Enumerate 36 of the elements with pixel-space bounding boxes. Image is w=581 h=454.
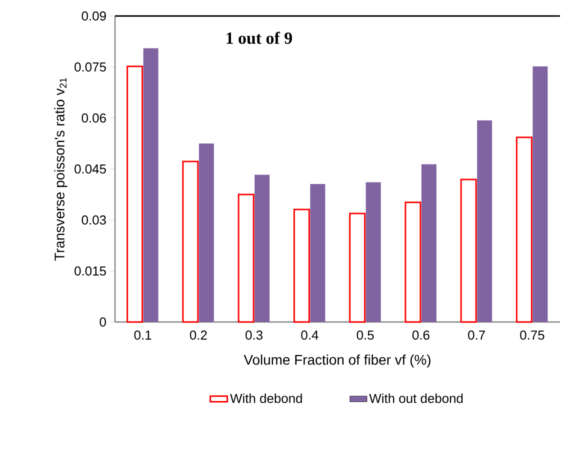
x-tick-label: 0.6 bbox=[412, 330, 430, 340]
y-tick-label: 0.09 bbox=[82, 11, 106, 21]
bar bbox=[238, 194, 254, 323]
x-tick-label: 0.2 bbox=[190, 330, 207, 340]
bar bbox=[349, 212, 366, 323]
bar bbox=[198, 144, 214, 322]
bar bbox=[421, 164, 436, 322]
legend-label: With debond bbox=[230, 393, 302, 404]
x-tick-label: 0.5 bbox=[356, 330, 374, 340]
annotation: 1 out of 9 bbox=[226, 32, 292, 44]
y-axis-title: Transverse poisson's ratio v$_{21}$ bbox=[54, 78, 68, 261]
y-tick-label: 0.06 bbox=[82, 113, 106, 123]
y-tick-label: 0.045 bbox=[74, 164, 106, 174]
bar bbox=[516, 136, 532, 323]
y-tick-label: 0.015 bbox=[74, 266, 106, 276]
bar bbox=[143, 48, 158, 322]
bar bbox=[182, 160, 199, 323]
y-tick-label: 0.03 bbox=[82, 215, 106, 225]
bar bbox=[460, 178, 477, 323]
bar bbox=[532, 66, 548, 322]
bar bbox=[293, 208, 310, 323]
x-tick-label: 0.1 bbox=[134, 330, 152, 340]
x-axis-title: Volume Fraction of fiber vf (%) bbox=[244, 354, 430, 368]
legend-label: With out debond bbox=[369, 393, 463, 404]
x-tick-label: 0.75 bbox=[520, 330, 544, 340]
bar bbox=[404, 202, 422, 323]
bar bbox=[310, 184, 326, 322]
x-tick-label: 0.4 bbox=[301, 330, 318, 340]
x-tick-label: 0.3 bbox=[246, 330, 263, 340]
x-tick-label: 0.7 bbox=[468, 330, 485, 340]
bar bbox=[126, 66, 144, 323]
bar bbox=[477, 120, 492, 322]
bar bbox=[366, 182, 381, 322]
y-tick-label: 0.075 bbox=[74, 62, 106, 72]
y-tick-label: 0 bbox=[100, 317, 106, 327]
bar bbox=[254, 174, 270, 322]
